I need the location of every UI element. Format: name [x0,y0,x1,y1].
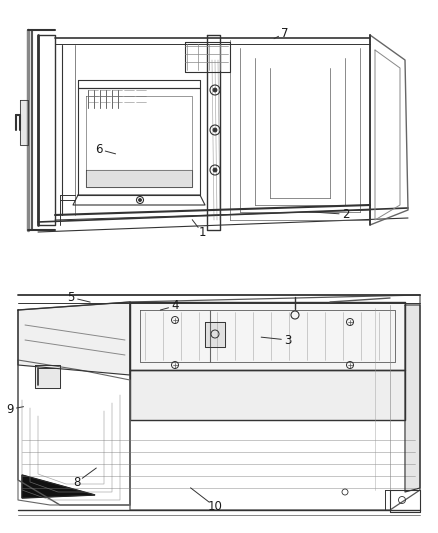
Polygon shape [205,322,225,347]
Text: 9: 9 [6,403,14,416]
Polygon shape [130,370,405,420]
Polygon shape [130,302,405,370]
Text: 8: 8 [73,476,80,489]
Text: 3: 3 [285,334,292,346]
Circle shape [213,168,217,172]
Text: 7: 7 [281,27,289,39]
Polygon shape [405,305,420,492]
Bar [15,15,420,255]
Text: 4: 4 [171,300,179,312]
Text: 6: 6 [95,143,102,156]
Circle shape [213,88,217,92]
Polygon shape [18,302,130,375]
Polygon shape [20,100,28,145]
Polygon shape [86,170,192,187]
Text: 5: 5 [67,291,74,304]
Circle shape [138,198,141,201]
Text: 1: 1 [198,227,206,239]
Bar [5,280,430,520]
Text: 10: 10 [207,500,222,513]
Bar [0,250,438,280]
Polygon shape [35,365,60,388]
Circle shape [213,128,217,132]
Text: 2: 2 [342,208,350,221]
Polygon shape [22,475,95,498]
